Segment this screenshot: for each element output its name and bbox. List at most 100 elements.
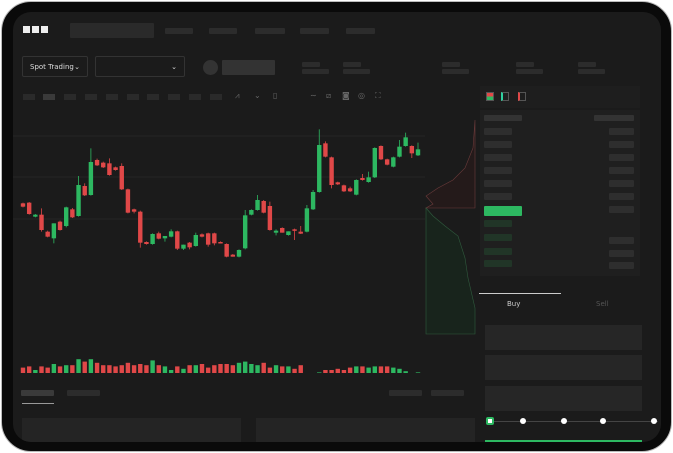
line-icon[interactable]: ∼: [310, 91, 317, 100]
candle-body: [150, 234, 155, 244]
volume-bar: [125, 362, 131, 373]
timeframe-button[interactable]: [85, 94, 97, 100]
candle-body: [236, 250, 242, 257]
slider-step[interactable]: [651, 418, 657, 424]
orderbook-col-header: [594, 115, 634, 121]
timeframe-button[interactable]: [168, 94, 180, 100]
filter-button[interactable]: [431, 390, 464, 396]
candle-body: [341, 185, 347, 192]
nav-item[interactable]: [300, 28, 329, 34]
volume-bar: [20, 367, 26, 373]
volume-bar: [76, 359, 81, 373]
stat-label: [302, 62, 320, 67]
volume-bar: [144, 365, 149, 373]
amount-input[interactable]: [485, 355, 642, 380]
candle-body: [317, 145, 322, 192]
timeframe-button[interactable]: [23, 94, 35, 100]
ruler-icon[interactable]: ⧄: [326, 91, 332, 100]
tab-buy[interactable]: Buy: [507, 300, 521, 308]
stat-label: [442, 62, 460, 67]
settings-icon[interactable]: ◎: [358, 91, 365, 100]
timeframe-button[interactable]: [43, 94, 55, 100]
camera-icon[interactable]: ◙: [342, 91, 350, 100]
volume-bar: [236, 362, 242, 373]
volume-bar: [391, 367, 396, 373]
chevron-down-icon: ⌄: [171, 62, 177, 71]
slider-handle[interactable]: [486, 417, 494, 425]
bid-amount: [609, 262, 634, 269]
amount-slider-track[interactable]: [490, 421, 658, 422]
tab-open-orders[interactable]: [21, 390, 54, 396]
nav-item[interactable]: [346, 28, 375, 34]
volume-bar: [224, 364, 229, 373]
slider-step[interactable]: [600, 418, 606, 424]
volume-bar: [175, 366, 180, 373]
timeframe-button[interactable]: [189, 94, 201, 100]
slider-step[interactable]: [561, 418, 567, 424]
nav-item[interactable]: [255, 28, 285, 34]
search-bar[interactable]: [70, 23, 154, 38]
candle-body: [181, 244, 186, 249]
orderbook-both-icon[interactable]: [486, 92, 494, 101]
candle-body: [51, 223, 57, 239]
volume-bar: [150, 360, 155, 373]
buy-button[interactable]: [485, 440, 642, 442]
timeframe-button[interactable]: [127, 94, 139, 100]
chart-type-icon[interactable]: ⌄: [254, 91, 261, 100]
candle-body: [304, 208, 310, 232]
volume-bar: [280, 366, 285, 373]
ask-price: [484, 193, 512, 200]
volume-bar: [317, 372, 322, 373]
interval-icon[interactable]: ▯: [273, 91, 278, 100]
volume-bar: [230, 365, 236, 373]
orderbook-asks-icon[interactable]: [518, 92, 526, 101]
candle-body: [372, 148, 377, 178]
candle-body: [329, 157, 334, 185]
candle-body: [323, 143, 328, 157]
total-input[interactable]: [485, 386, 642, 411]
timeframe-button[interactable]: [64, 94, 76, 100]
stat-value: [343, 69, 370, 74]
slider-step[interactable]: [520, 418, 526, 424]
nav-item[interactable]: [209, 28, 237, 34]
bid-price: [484, 260, 512, 267]
candle-body: [267, 206, 273, 230]
candlestick-chart[interactable]: [13, 108, 478, 373]
price-input[interactable]: [485, 325, 642, 350]
timeframe-button[interactable]: [106, 94, 118, 100]
okx-logo[interactable]: [23, 26, 48, 33]
filter-button[interactable]: [389, 390, 422, 396]
tab-history[interactable]: [67, 390, 100, 396]
pair-select[interactable]: ⌄: [95, 56, 185, 77]
positions-panel: [256, 418, 475, 442]
market-type-select[interactable]: Spot Trading ⌄: [22, 56, 88, 77]
last-price: [484, 206, 522, 216]
candle-body: [33, 214, 38, 217]
candle-body: [76, 185, 81, 216]
timeframe-button[interactable]: [210, 94, 222, 100]
orderbook-bids-icon[interactable]: [501, 92, 509, 101]
tab-sell[interactable]: Sell: [596, 300, 609, 308]
volume-bar: [255, 365, 260, 373]
volume-bar: [107, 365, 112, 373]
candle-body: [354, 180, 359, 195]
volume-bar: [273, 365, 279, 373]
candle-body: [20, 203, 26, 207]
fullscreen-icon[interactable]: ⛶: [375, 91, 381, 100]
volume-bar: [131, 365, 137, 373]
timeframe-button[interactable]: [147, 94, 159, 100]
volume-bar: [212, 365, 217, 373]
indicator-icon[interactable]: ⩘: [235, 91, 240, 100]
nav-item[interactable]: [165, 28, 193, 34]
stat-label: [578, 62, 596, 67]
bid-price: [484, 234, 512, 241]
orderbook: [480, 110, 640, 276]
candle-body: [205, 233, 211, 245]
depth-bids: [425, 207, 476, 335]
candle-body: [101, 162, 106, 168]
volume-bar: [205, 367, 211, 373]
candle-body: [212, 233, 217, 244]
ask-price: [484, 141, 512, 148]
coin-icon: [203, 60, 218, 75]
volume-bar: [397, 368, 402, 373]
